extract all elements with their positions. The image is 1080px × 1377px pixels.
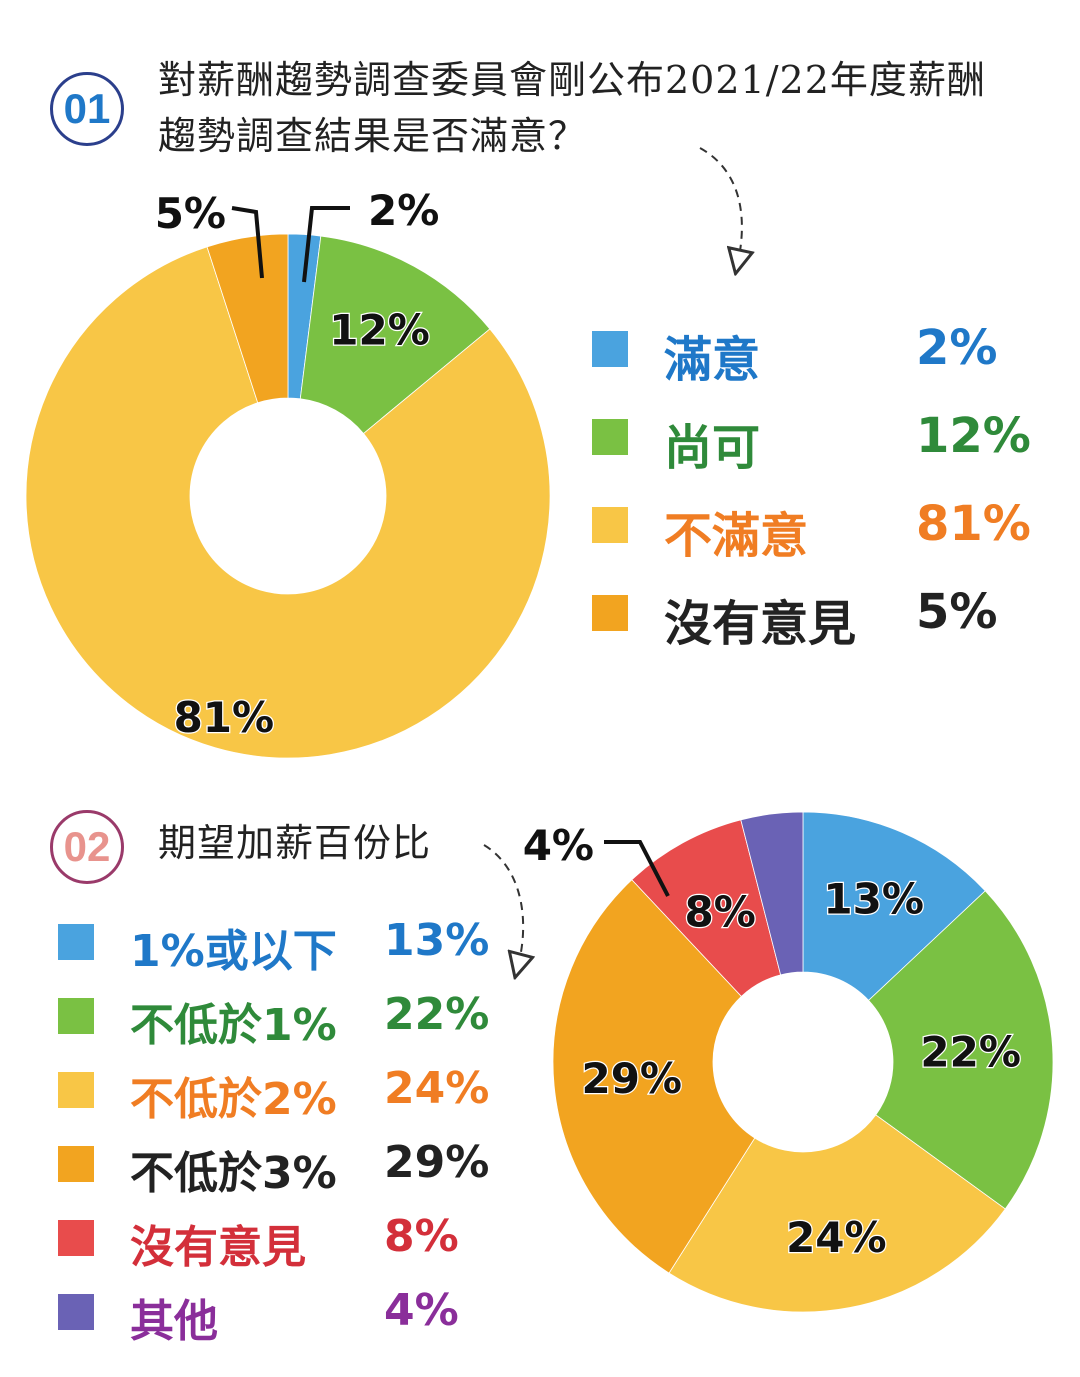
legend-value: 12% [916,408,1031,464]
pie-slice-3 [668,1114,1006,1313]
pie-slice-4 [552,879,756,1274]
legend-label: 滿意 [664,332,761,388]
legend-swatch [592,595,628,631]
legend-label: 不低於1% [130,1000,337,1051]
legend-label: 沒有意見 [130,1222,306,1273]
legend-swatch [592,507,628,543]
pie-slice-2 [868,890,1054,1210]
legend-swatch [592,419,628,455]
legend-value: 81% [916,496,1031,552]
slice-data-label-1: 2% [368,186,439,235]
slice-data-label-2: 12% [329,306,430,355]
pie-slice-4 [206,233,289,404]
question-number-badge-2: 02 [50,810,124,884]
legend-swatch [58,1072,94,1108]
dashed-arrow-2 [483,844,523,966]
dashed-arrow-1 [699,147,742,262]
legend-label: 1%或以下 [130,926,337,977]
legend-value: 8% [384,1211,459,1262]
slice-data-label-2: 22% [920,1027,1021,1076]
legend-value: 13% [384,915,490,966]
legend-label: 沒有意見 [664,596,857,652]
legend-item: 尚可 12% [592,408,1042,476]
legend-swatch [58,1146,94,1182]
slice-data-label-5: 8% [684,887,755,936]
chart-2-donut: 13% 22% 24% 29% 8% 4% [521,811,1054,1313]
legend-item: 沒有意見 8% [58,1211,508,1273]
legend-item: 不低於2% 24% [58,1063,508,1125]
legend-item: 沒有意見 5% [592,584,1042,652]
slice-data-label-3: 24% [786,1213,887,1262]
legend-value: 29% [384,1137,490,1188]
legend-label: 不低於3% [130,1148,337,1199]
question-2-title: 期望加薪百份比 [158,821,432,865]
legend-label: 不滿意 [664,508,809,564]
pie-slice-6 [740,811,804,976]
legend-value: 22% [384,989,490,1040]
slice-data-label-4: 5% [155,189,226,238]
pie-slice-3 [25,246,551,759]
legend-item: 1%或以下 13% [58,915,508,977]
legend-label: 其他 [130,1296,218,1347]
legend-swatch [58,1220,94,1256]
leader-line-4 [231,206,264,279]
legend-swatch [58,924,94,960]
legend-item: 不滿意 81% [592,496,1042,564]
slice-data-label-3: 81% [174,693,275,742]
legend-item: 不低於1% 22% [58,989,508,1051]
pie-slice-1 [802,811,986,1001]
legend-value: 24% [384,1063,490,1114]
legend-item: 不低於3% 29% [58,1137,508,1199]
slice-data-label-4: 29% [581,1054,682,1103]
legend-label: 不低於2% [130,1074,337,1125]
legend-swatch [592,331,628,367]
legend-label: 尚可 [664,420,761,476]
legend-value: 2% [916,320,998,376]
leader-line-6 [604,840,670,897]
legend-swatch [58,998,94,1034]
legend-value: 4% [384,1285,459,1336]
leader-line-1 [302,206,350,283]
legend-item: 其他 4% [58,1285,508,1347]
question-number-badge-1: 01 [50,72,124,146]
chart-1-donut: 2% 12% 81% 5% [25,185,551,759]
legend-value: 5% [916,584,998,640]
slice-data-label-6: 4% [523,821,594,870]
legend-swatch [58,1294,94,1330]
pie-slice-2 [299,235,491,435]
question-1-title: 對薪酬趨勢調查委員會剛公布2021/22年度薪酬趨勢調查結果是否滿意？ [158,58,986,158]
slice-data-label-1: 13% [823,875,924,924]
legend-item: 滿意 2% [592,320,1042,388]
